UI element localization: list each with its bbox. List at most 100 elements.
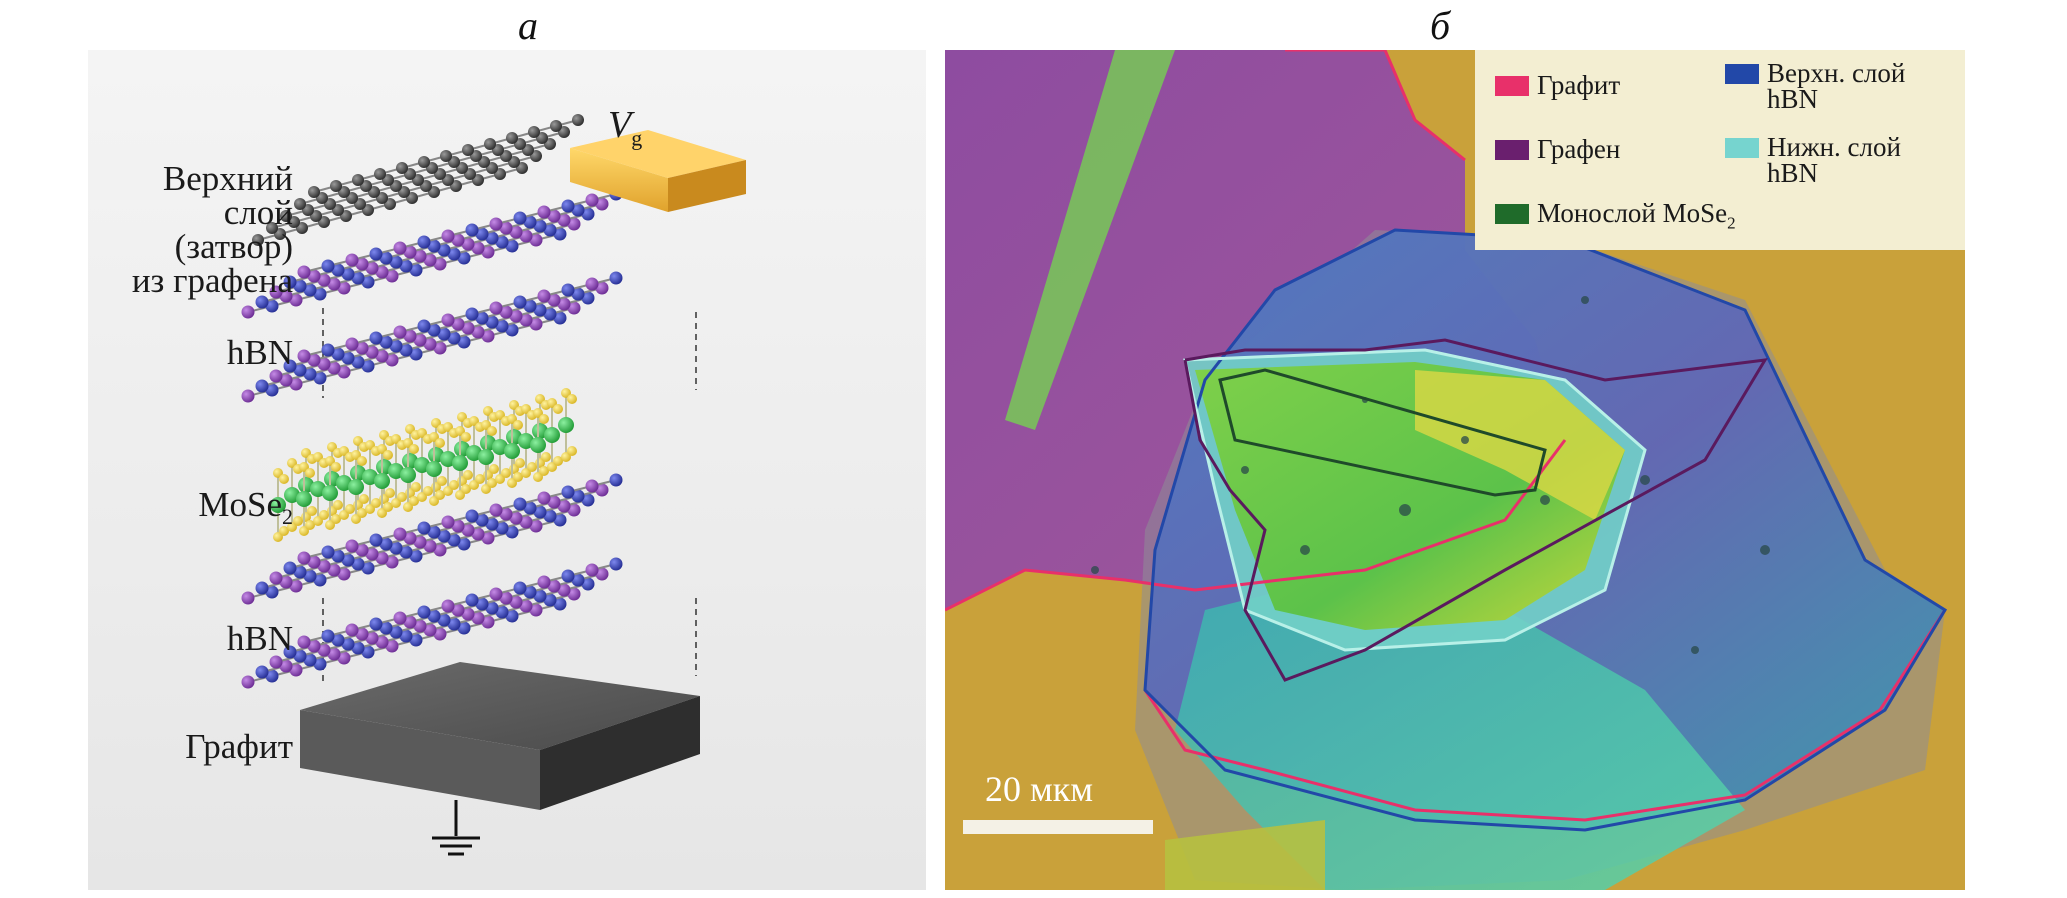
molybdenum-atom (348, 479, 364, 495)
nitrogen-atom (369, 617, 383, 631)
boron-atom (423, 539, 437, 553)
graphene-outline (1183, 338, 1768, 682)
nitrogen-atom (379, 335, 393, 349)
nitrogen-atom (437, 613, 451, 627)
graphite-outline-lower (1143, 609, 1947, 822)
carbon-atom (374, 168, 386, 180)
boron-atom (509, 225, 523, 239)
boron-atom (403, 615, 417, 629)
boron-atom (585, 193, 599, 207)
selenium-atom (489, 464, 499, 474)
nitrogen-atom (485, 315, 499, 329)
boron-atom (279, 659, 293, 673)
nitrogen-atom (313, 657, 327, 671)
nitrogen-atom (533, 219, 547, 233)
boron-atom (385, 353, 399, 367)
nitrogen-atom (331, 263, 345, 277)
nitrogen-atom (255, 581, 269, 595)
nitrogen-atom (313, 573, 327, 587)
boron-atom (547, 209, 561, 223)
nitrogen-atom (495, 319, 509, 333)
molybdenum-atom (270, 497, 286, 513)
boron-atom (595, 567, 609, 581)
selenium-atom (331, 514, 341, 524)
nitrogen-atom (457, 335, 471, 349)
boron-atom (547, 495, 561, 509)
nitrogen-atom (465, 223, 479, 237)
nitrogen-atom (283, 561, 297, 575)
boron-atom (433, 627, 447, 641)
boron-atom (393, 527, 407, 541)
monolayer-swatch (1495, 204, 1529, 224)
selenium-atom (475, 474, 485, 484)
selenium-atom (307, 506, 317, 516)
nitrogen-atom (561, 199, 575, 213)
boron-atom (365, 261, 379, 275)
boron-atom (557, 213, 571, 227)
nitrogen-atom (553, 227, 567, 241)
boron-atom (317, 357, 331, 371)
boron-atom (519, 229, 533, 243)
selenium-atom (305, 468, 315, 478)
nitrogen-atom (513, 295, 527, 309)
nitrogen-atom (379, 537, 393, 551)
boron-atom (489, 503, 503, 517)
nitrogen-atom (303, 653, 317, 667)
carbon-atom (266, 222, 278, 234)
molybdenum-atom (452, 455, 468, 471)
boron-atom (355, 543, 369, 557)
boron-atom (403, 329, 417, 343)
nitrogen-atom (409, 549, 423, 563)
nitrogen-atom (437, 327, 451, 341)
graphite-substrate (300, 662, 700, 810)
molybdenum-atom (544, 427, 560, 443)
legend-item-bottom-hbn: Нижн. слой hBN (1725, 134, 1901, 187)
nitrogen-atom (283, 275, 297, 289)
boron-atom (567, 301, 581, 315)
boron-atom (557, 297, 571, 311)
nitrogen-atom (513, 211, 527, 225)
nitrogen-atom (265, 585, 279, 599)
boron-atom (499, 591, 513, 605)
micrograph-image (945, 50, 1965, 890)
bottom-hbn-outline (1183, 348, 1647, 652)
nitrogen-atom (265, 383, 279, 397)
boron-atom (365, 547, 379, 561)
boron-atom (481, 329, 495, 343)
boron-atom (595, 197, 609, 211)
selenium-atom (333, 500, 343, 510)
nitrogen-atom (427, 323, 441, 337)
boron-atom (317, 273, 331, 287)
nitrogen-atom (379, 251, 393, 265)
selenium-atom (487, 478, 497, 488)
nitrogen-atom (571, 573, 585, 587)
scale-bar (963, 820, 1153, 834)
boron-atom (499, 221, 513, 235)
legend-item-top-hbn: Верхн. слой hBN (1725, 60, 1905, 113)
boron-atom (519, 599, 533, 613)
selenium-atom (357, 508, 367, 518)
boron-atom (519, 313, 533, 327)
boron-atom (345, 623, 359, 637)
nitrogen-atom (581, 577, 595, 591)
boron-atom (385, 555, 399, 569)
panel-a-schematic: Vg Верхний слой (затвор) из графена hBN … (88, 50, 926, 890)
boron-atom (355, 257, 369, 271)
selenium-atom (357, 456, 367, 466)
nitrogen-atom (341, 553, 355, 567)
boron-atom (595, 281, 609, 295)
boron-atom (537, 289, 551, 303)
boron-atom (327, 277, 341, 291)
selenium-atom (553, 404, 563, 414)
boron-atom (241, 305, 255, 319)
nitrogen-atom (523, 299, 537, 313)
carbon-atom (252, 234, 264, 246)
nitrogen-atom (505, 323, 519, 337)
molybdenum-atom (400, 467, 416, 483)
nitrogen-atom (409, 263, 423, 277)
top-gate-label: Верхний слой (затвор) из графена (131, 159, 293, 300)
selenium-atom (345, 504, 355, 514)
selenium-atom (501, 468, 511, 478)
nitrogen-atom (571, 203, 585, 217)
bottom-left-flake (1165, 820, 1325, 890)
